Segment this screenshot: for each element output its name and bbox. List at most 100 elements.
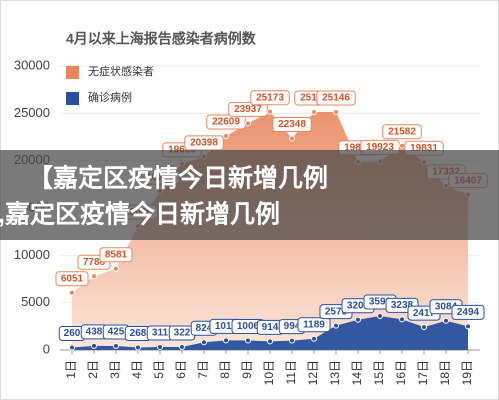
- value-label: 1189: [303, 319, 325, 330]
- value-label-box: [99, 247, 133, 263]
- x-tick-label: 16日: [394, 360, 408, 385]
- point: [399, 142, 405, 149]
- value-label: 438: [86, 326, 103, 337]
- x-tick-label: 17日: [416, 360, 430, 385]
- value-label-box: [316, 90, 356, 106]
- point: [311, 108, 317, 115]
- value-label: 3200: [347, 300, 370, 311]
- value-label: 1006: [237, 321, 260, 332]
- value-label-box: [206, 114, 246, 130]
- x-tick-label: 2日: [86, 360, 100, 379]
- point: [399, 316, 405, 323]
- value-label: 19872: [344, 143, 372, 154]
- value-label: 1015: [215, 321, 238, 332]
- legend-swatch: [66, 92, 79, 105]
- chart-title: 4月以来上海报告感染者病例数: [66, 31, 257, 47]
- value-label: 22348: [278, 119, 306, 130]
- x-tick-label: 19日: [460, 360, 474, 385]
- value-label: 2417: [413, 308, 436, 319]
- value-label: 7788: [83, 257, 106, 268]
- point: [91, 342, 97, 349]
- value-label: 268: [130, 328, 147, 339]
- value-label-box: [297, 317, 331, 333]
- point: [179, 343, 185, 350]
- value-label-box: [250, 90, 290, 106]
- value-label: 6051: [61, 273, 84, 284]
- value-label: 22609: [212, 117, 240, 128]
- x-tick-label: 14日: [350, 360, 364, 385]
- point: [135, 344, 141, 351]
- x-tick-label: 12日: [306, 360, 320, 385]
- x-tick-label: 5日: [152, 360, 166, 379]
- value-label: 914: [262, 322, 279, 333]
- value-label: 19923: [366, 142, 394, 153]
- x-tick-label: 1日: [64, 360, 78, 379]
- point: [377, 313, 383, 320]
- x-tick-label: 4日: [130, 360, 144, 379]
- value-label: 311: [152, 328, 169, 339]
- value-label: 425: [108, 327, 125, 338]
- x-tick-label: 6日: [174, 360, 188, 379]
- value-label: 19831: [410, 143, 438, 154]
- y-tick-label: 10000: [14, 247, 50, 262]
- x-tick-label: 10日: [262, 360, 276, 385]
- value-label: 994: [284, 321, 301, 332]
- point: [465, 323, 471, 330]
- value-label-box: [184, 135, 224, 151]
- point: [223, 132, 229, 139]
- value-label: 20398: [190, 138, 218, 149]
- x-tick-label: 3日: [108, 360, 122, 379]
- value-label: 260: [64, 328, 81, 339]
- value-label: 21582: [388, 126, 416, 137]
- value-label: 2494: [457, 307, 480, 318]
- value-label: 3084: [435, 301, 458, 312]
- point: [201, 339, 207, 346]
- y-tick-label: 25000: [14, 105, 50, 120]
- value-label-box: [55, 271, 89, 287]
- point: [113, 265, 119, 272]
- value-label: 2573: [325, 306, 348, 317]
- x-tick-label: 13日: [328, 360, 342, 385]
- value-label: 23937: [234, 104, 262, 115]
- point: [443, 317, 449, 324]
- value-label: 3590: [369, 297, 392, 308]
- x-tick-label: 11日: [284, 360, 298, 384]
- y-tick-label: 30000: [14, 57, 50, 72]
- x-tick-label: 7日: [196, 360, 210, 379]
- value-label-box: [272, 116, 312, 132]
- point: [69, 289, 75, 296]
- x-tick-label: 15日: [372, 360, 386, 385]
- value-label: 25146: [322, 93, 350, 104]
- legend-label: 确诊病例: [88, 90, 132, 104]
- point: [69, 344, 75, 351]
- value-label-box: [382, 124, 422, 140]
- point: [91, 273, 97, 280]
- overlay-text: ,嘉定区疫情今日新增几例: [0, 200, 280, 229]
- x-tick-label: 9日: [240, 360, 254, 379]
- value-label: 322: [174, 328, 191, 339]
- point: [289, 337, 295, 344]
- value-label: 25173: [256, 92, 284, 103]
- overlay-text: 【嘉定区疫情今日新增几例: [28, 164, 328, 193]
- point: [267, 338, 273, 345]
- point: [157, 344, 163, 351]
- value-label: 3238: [391, 300, 414, 311]
- area: [72, 316, 468, 350]
- value-label: 8581: [105, 249, 128, 260]
- x-tick-label: 8日: [218, 360, 232, 379]
- point: [421, 324, 427, 331]
- legend-label: 无症状感染者: [88, 64, 154, 78]
- point: [113, 342, 119, 349]
- point: [267, 108, 273, 115]
- point: [333, 322, 339, 329]
- legend-swatch: [66, 66, 79, 79]
- point: [245, 120, 251, 127]
- point: [355, 316, 361, 323]
- y-tick-label: 5000: [21, 294, 50, 309]
- y-tick-label: 0: [43, 341, 50, 356]
- point: [311, 335, 317, 342]
- value-label: 25141: [300, 93, 328, 104]
- point: [289, 135, 295, 142]
- x-tick-label: 18日: [438, 360, 452, 385]
